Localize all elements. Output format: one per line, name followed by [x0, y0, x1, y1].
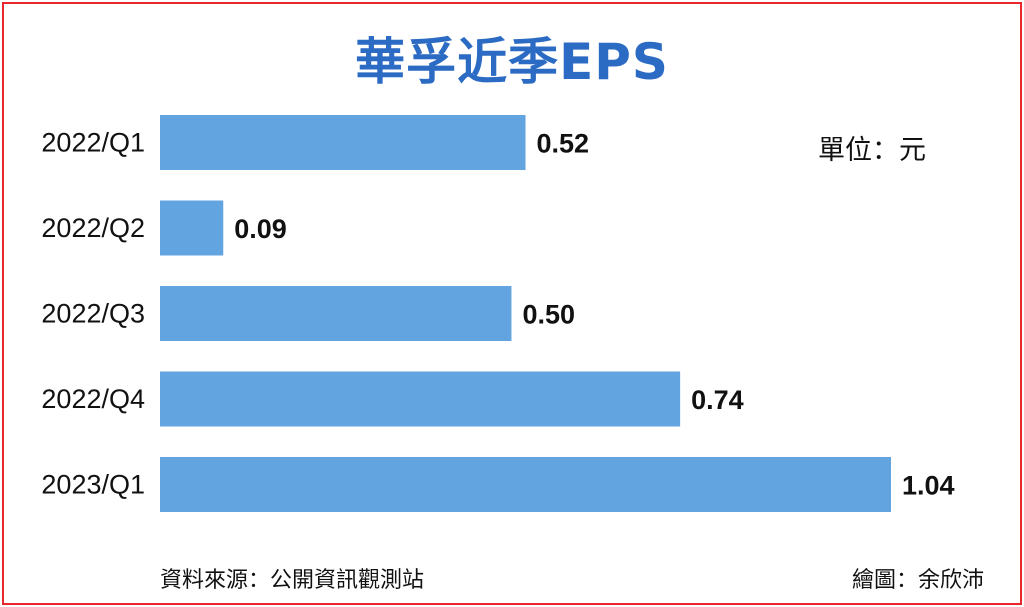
- credit-note: 繪圖：余欣沛: [852, 568, 985, 593]
- category-label: 2023/Q1: [41, 470, 145, 500]
- value-label: 1.04: [902, 471, 955, 501]
- bar: [160, 200, 224, 256]
- category-label: 2022/Q1: [41, 128, 145, 158]
- value-label: 0.50: [522, 300, 575, 330]
- category-label: 2022/Q3: [41, 299, 145, 329]
- value-label: 0.74: [691, 385, 744, 415]
- bar: [160, 371, 681, 427]
- unit-label: 單位：元: [818, 135, 926, 166]
- bar: [160, 286, 512, 341]
- source-note: 資料來源：公開資訊觀測站: [160, 568, 425, 593]
- category-label: 2022/Q2: [41, 213, 145, 243]
- bar: [160, 457, 891, 512]
- chart-title: 華孚近季EPS: [355, 33, 669, 91]
- bar: [160, 115, 526, 170]
- value-label: 0.09: [234, 214, 287, 244]
- value-label: 0.52: [537, 129, 590, 159]
- category-label: 2022/Q4: [41, 384, 145, 414]
